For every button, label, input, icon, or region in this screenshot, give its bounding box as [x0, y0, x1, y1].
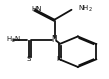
Text: S: S [27, 56, 31, 62]
Text: H$_2$N: H$_2$N [6, 34, 21, 45]
Text: NH$_2$: NH$_2$ [78, 4, 93, 14]
Text: N: N [57, 56, 62, 62]
Text: N: N [52, 35, 57, 44]
Text: HN: HN [31, 6, 42, 12]
